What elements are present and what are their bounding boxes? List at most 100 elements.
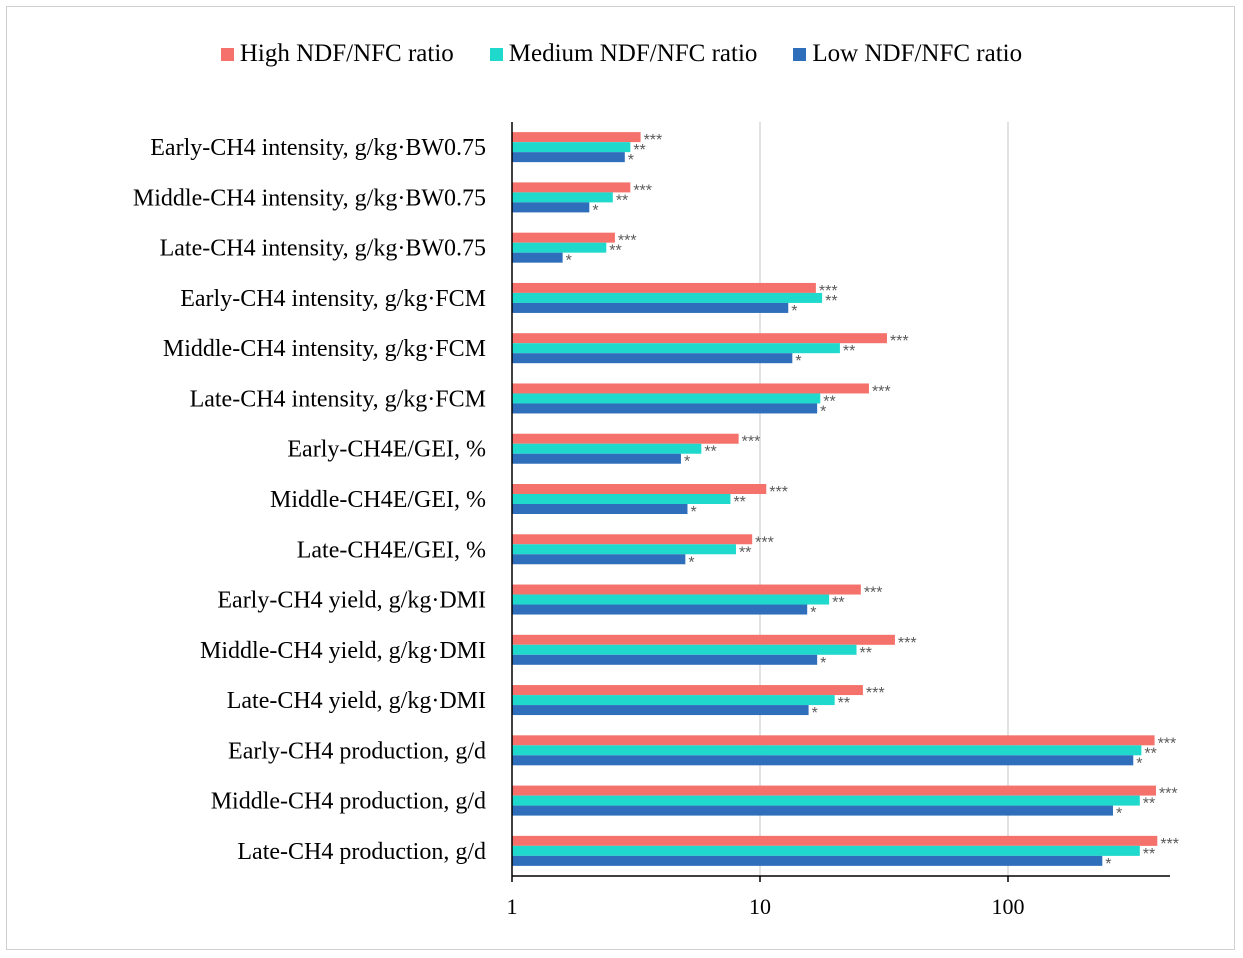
- significance-mark: *: [684, 454, 690, 471]
- category-label: Early-CH4 yield, g/kg·DMI: [217, 588, 486, 614]
- significance-mark: *: [795, 353, 801, 370]
- significance-mark: **: [823, 393, 835, 410]
- significance-mark: *: [812, 705, 818, 722]
- category-label: Early-CH4 intensity, g/kg·BW0.75: [150, 135, 486, 161]
- bar: [512, 333, 887, 344]
- bar: [512, 805, 1113, 816]
- bar: [512, 644, 857, 655]
- category-label: Middle-CH4E/GEI, %: [270, 487, 486, 513]
- significance-mark: ***: [872, 383, 891, 400]
- significance-mark: ***: [866, 685, 885, 702]
- chart-frame: [6, 6, 1235, 950]
- bar: [512, 695, 835, 706]
- legend-swatch-medium: [489, 47, 503, 61]
- bar: [512, 785, 1156, 796]
- category-label: Middle-CH4 intensity, g/kg·BW0.75: [133, 185, 486, 211]
- significance-mark: *: [1105, 856, 1111, 873]
- bar: [512, 403, 818, 414]
- bar: [512, 504, 688, 514]
- bar: [512, 845, 1140, 856]
- significance-mark: ***: [644, 132, 663, 149]
- significance-mark: ***: [819, 283, 838, 300]
- significance-mark: **: [832, 595, 844, 612]
- category-label: Middle-CH4 intensity, g/kg·FCM: [163, 336, 486, 362]
- bar: [512, 192, 613, 203]
- bar: [512, 152, 625, 163]
- bar: [512, 142, 631, 153]
- significance-mark: **: [825, 293, 837, 310]
- bar: [512, 604, 808, 615]
- bar: [512, 685, 863, 696]
- significance-mark: ***: [1159, 786, 1178, 803]
- significance-mark: ***: [618, 233, 637, 250]
- bar: [512, 594, 830, 605]
- category-label: Early-CH4 production, g/d: [228, 738, 486, 764]
- bar: [512, 534, 753, 545]
- significance-mark: **: [733, 494, 745, 511]
- category-label: Late-CH4 intensity, g/kg·FCM: [190, 386, 486, 412]
- bar: [512, 494, 731, 504]
- bar: [512, 855, 1103, 866]
- bar: [512, 795, 1140, 806]
- significance-mark: *: [1136, 755, 1142, 772]
- significance-mark: *: [820, 403, 826, 420]
- significance-mark: *: [1116, 806, 1122, 823]
- category-label: Late-CH4 production, g/d: [237, 839, 486, 865]
- bar: [512, 634, 895, 645]
- bar: [512, 735, 1155, 746]
- legend-label-low: Low NDF/NFC ratio: [812, 40, 1023, 67]
- category-label: Late-CH4 intensity, g/kg·BW0.75: [160, 236, 486, 262]
- x-tick-label: 100: [992, 894, 1025, 919]
- category-label: Late-CH4 yield, g/kg·DMI: [227, 688, 486, 714]
- bar: [512, 453, 681, 464]
- bar: [512, 654, 818, 665]
- significance-mark: *: [690, 504, 696, 521]
- bar: [512, 353, 793, 364]
- significance-mark: ***: [742, 434, 761, 451]
- legend: High NDF/NFC ratio Medium NDF/NFC ratio …: [0, 40, 1243, 68]
- significance-mark: *: [688, 554, 694, 571]
- significance-mark: ***: [864, 585, 883, 602]
- significance-mark: **: [1143, 796, 1155, 813]
- bar: [512, 443, 702, 454]
- legend-swatch-low: [793, 47, 807, 61]
- bar: [512, 343, 840, 354]
- bar: [512, 242, 607, 253]
- significance-mark: ***: [755, 534, 774, 551]
- legend-label-high: High NDF/NFC ratio: [239, 40, 454, 67]
- significance-mark: **: [838, 695, 850, 712]
- bar: [512, 433, 739, 444]
- significance-mark: **: [704, 444, 716, 461]
- significance-mark: *: [810, 605, 816, 622]
- significance-mark: **: [1144, 745, 1156, 762]
- bar: [512, 484, 767, 494]
- significance-mark: **: [633, 142, 645, 159]
- significance-mark: **: [860, 645, 872, 662]
- bar: [512, 252, 563, 263]
- significance-mark: ***: [1160, 836, 1179, 853]
- bar: [512, 835, 1158, 846]
- bar: [512, 302, 789, 313]
- significance-mark: ***: [890, 333, 909, 350]
- significance-mark: *: [592, 202, 598, 219]
- significance-mark: *: [791, 303, 797, 320]
- bar: [512, 202, 590, 213]
- bar: [512, 554, 686, 565]
- significance-mark: ***: [769, 484, 788, 501]
- category-label: Middle-CH4 yield, g/kg·DMI: [200, 638, 486, 664]
- category-label: Middle-CH4 production, g/d: [211, 789, 486, 815]
- x-tick-label: 1: [507, 894, 518, 919]
- bar: [512, 132, 641, 143]
- bar: [512, 292, 823, 303]
- category-label: Late-CH4E/GEI, %: [297, 537, 486, 563]
- bar: [512, 282, 816, 293]
- category-label: Early-CH4E/GEI, %: [287, 437, 486, 463]
- bar: [512, 584, 861, 595]
- legend-label-medium: Medium NDF/NFC ratio: [508, 40, 758, 67]
- bar: [512, 232, 615, 243]
- bar: [512, 182, 631, 193]
- legend-item-medium: Medium NDF/NFC ratio: [489, 40, 758, 68]
- bar: [512, 705, 809, 716]
- significance-mark: **: [739, 544, 751, 561]
- significance-mark: **: [616, 192, 628, 209]
